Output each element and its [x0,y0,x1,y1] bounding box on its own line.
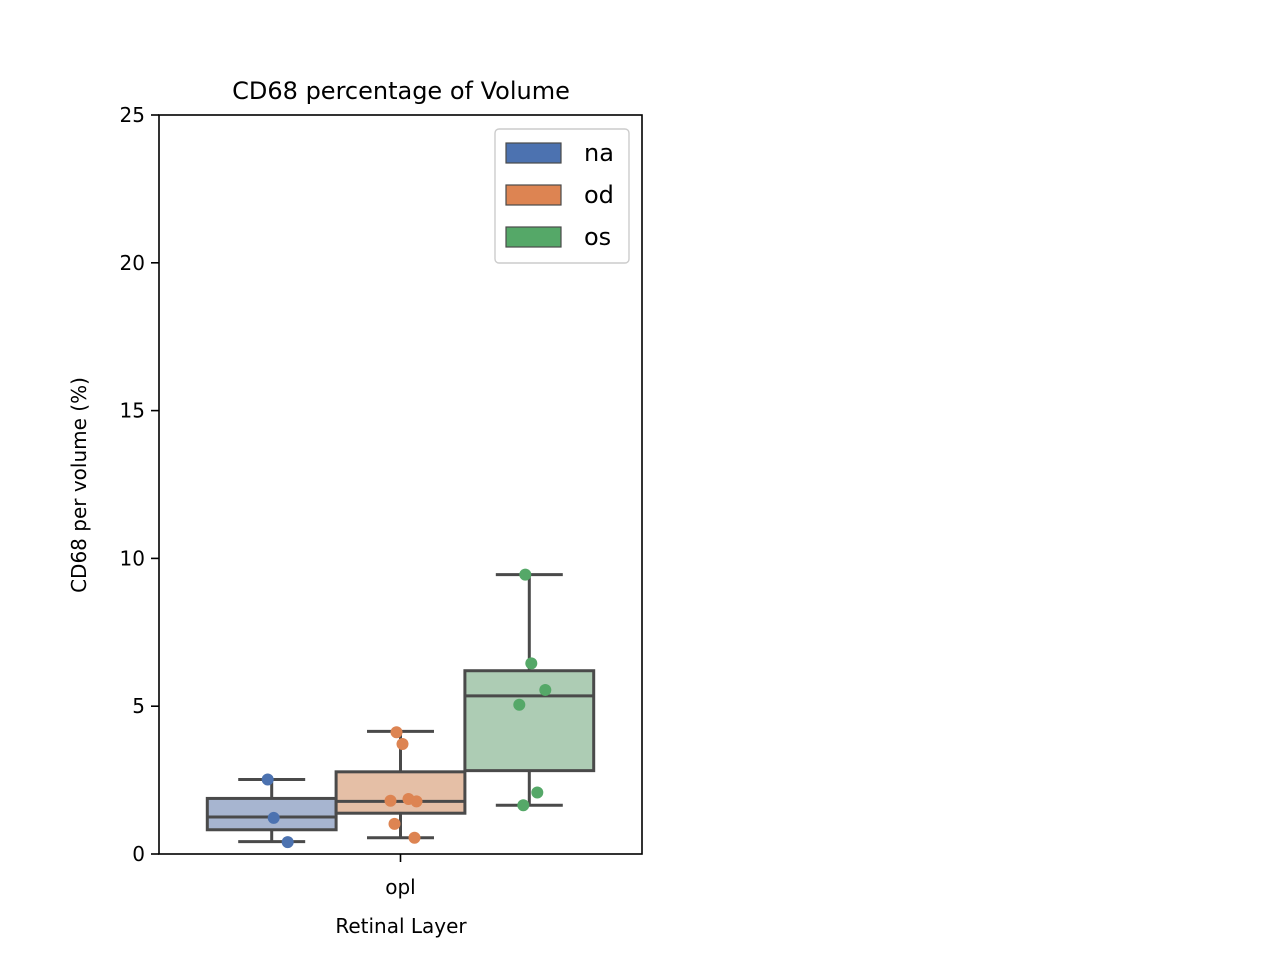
data-point-na [267,811,280,824]
legend-swatch-os [505,226,562,248]
data-point-os [519,568,532,581]
y-tick-label: 20 [120,251,145,275]
data-point-od [384,794,397,807]
box-groups [205,573,596,844]
plot-frame [158,114,643,855]
strip-points [261,568,552,849]
box-od [334,770,467,815]
data-point-od [396,738,409,751]
legend: na od os [494,128,630,264]
data-point-od [390,726,403,739]
legend-label-na: na [584,139,614,167]
y-tick-label: 10 [120,546,145,570]
data-point-os [539,683,552,696]
y-tick-label: 5 [132,694,145,718]
data-point-od [388,817,401,830]
chart-title: CD68 percentage of Volume [232,77,570,105]
box-os [463,669,596,773]
x-axis-label: Retinal Layer [335,914,467,938]
legend-label-od: od [584,181,614,209]
y-tick-label: 0 [132,842,145,866]
y-tick-label: 25 [120,103,145,127]
x-tick-label: opl [385,875,416,899]
data-point-na [281,836,294,849]
data-point-na [261,773,274,786]
data-point-os [517,799,530,812]
data-point-os [513,698,526,711]
data-point-od [402,793,415,806]
data-point-os [525,657,538,670]
y-tick-label: 15 [120,399,145,423]
y-axis-label: CD68 per volume (%) [67,377,91,593]
legend-swatch-na [505,142,562,164]
y-axis: 0 5 10 15 20 25 [120,103,159,866]
legend-swatch-od [505,184,562,206]
x-axis: opl [385,854,416,899]
data-point-od [408,831,421,844]
legend-label-os: os [584,223,611,251]
data-point-os [531,786,544,799]
